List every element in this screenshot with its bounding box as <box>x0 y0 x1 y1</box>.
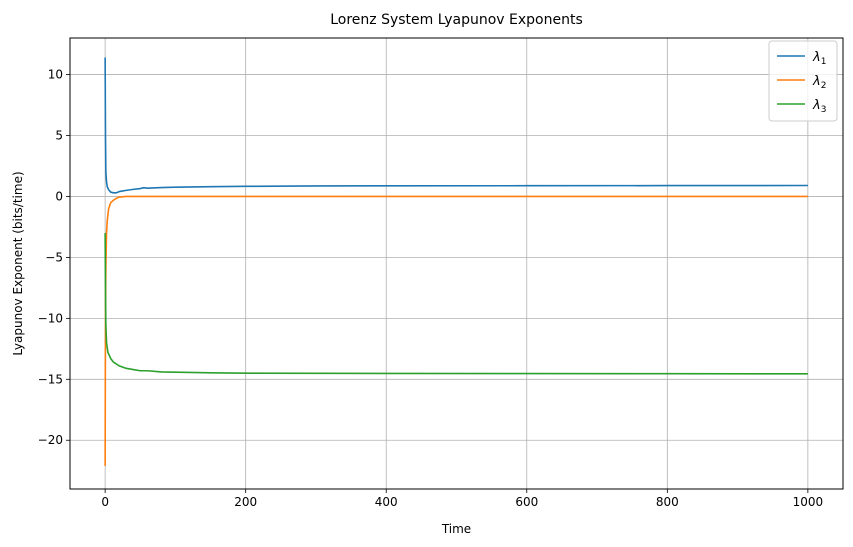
x-tick-label: 200 <box>234 495 257 509</box>
x-tick-label: 600 <box>515 495 538 509</box>
plot-frame <box>69 37 844 490</box>
legend-symbol: λ <box>812 50 821 65</box>
x-tick-label: 1000 <box>793 495 824 509</box>
y-tick-label: 5 <box>55 129 63 143</box>
legend-label-lambda-2: λ2 <box>812 74 826 91</box>
series-line-lambda-3 <box>104 233 808 375</box>
legend-symbol: λ <box>812 98 821 113</box>
chart-title: Lorenz System Lyapunov Exponents <box>330 12 583 28</box>
y-tick-label: −5 <box>45 250 63 264</box>
axis-ticks: 0 200 400 600 800 1000 10 5 0 −5 −10 −15 −20 <box>38 68 823 509</box>
legend-label-lambda-1: λ1 <box>812 50 826 67</box>
series-line-lambda-1 <box>104 57 808 194</box>
x-tick-label: 0 <box>101 495 109 509</box>
y-tick-label: −20 <box>38 433 63 447</box>
x-tick-label: 400 <box>375 495 398 509</box>
y-tick-label: −15 <box>38 372 63 386</box>
x-axis-label: Time <box>441 522 471 536</box>
legend-subscript: 3 <box>821 105 827 115</box>
legend-subscript: 1 <box>821 57 827 67</box>
legend-box <box>768 40 838 122</box>
x-tick-label: 800 <box>656 495 679 509</box>
legend-subscript: 2 <box>821 81 827 91</box>
y-tick-label: −10 <box>38 311 63 325</box>
y-tick-label: 10 <box>48 68 63 82</box>
y-axis-label: Lyapunov Exponent (bits/time) <box>11 171 25 355</box>
data-series <box>104 57 808 466</box>
legend-symbol: λ <box>812 74 821 89</box>
legend-label-lambda-3: λ3 <box>812 98 826 115</box>
y-tick-label: 0 <box>55 189 63 203</box>
